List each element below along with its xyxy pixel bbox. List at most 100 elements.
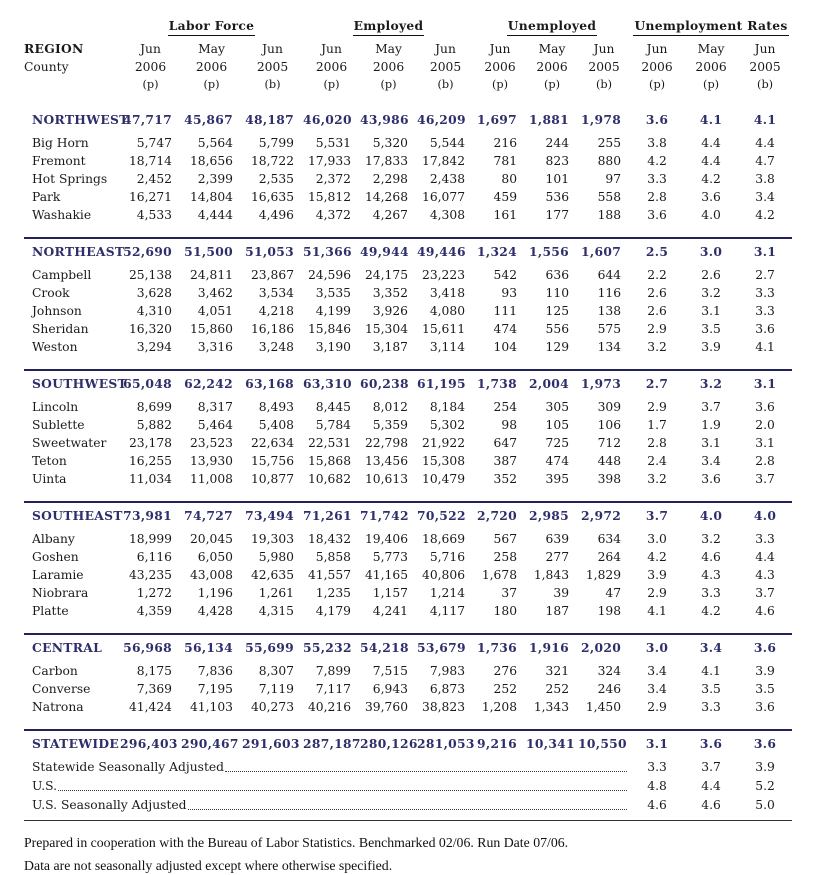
count-cell: 3,248 — [258, 339, 295, 354]
count-cell: 18,722 — [250, 153, 295, 168]
count-cell: 56,134 — [184, 640, 233, 655]
count-cell: 1,324 — [477, 244, 518, 259]
count-cell: 216 — [493, 135, 518, 150]
rate-cell: 2.5 — [645, 244, 669, 259]
county-row: Big Horn 5,747 5,564 5,799 5,531 5,320 5,544 21… — [24, 134, 792, 152]
count-cell: 43,986 — [360, 112, 409, 127]
count-cell: 7,117 — [315, 681, 352, 696]
count-cell: 8,445 — [315, 399, 352, 414]
count-cell: 13,930 — [189, 453, 233, 468]
region-row: NORTHWEST 47,717 45,867 48,187 46,020 43,986 4… — [24, 107, 792, 134]
count-cell: 15,304 — [364, 321, 409, 336]
rate-cell: 3.5 — [755, 681, 775, 696]
count-cell: 254 — [493, 399, 518, 414]
note-row-spacer — [24, 77, 120, 107]
rate-cell: 3.1 — [753, 244, 777, 259]
count-cell: 1,736 — [477, 640, 518, 655]
count-cell: 1,978 — [581, 112, 622, 127]
count-cell: 11,034 — [128, 471, 172, 486]
count-cell: 352 — [493, 471, 518, 486]
group-header-labor-force: Labor Force — [120, 16, 303, 41]
column-month-label: Jun — [321, 42, 342, 56]
county-name: Natrona — [32, 699, 84, 714]
count-cell: 65,048 — [123, 376, 172, 391]
region-name: CENTRAL — [32, 640, 103, 655]
column-year-label: 2006 — [134, 60, 167, 74]
count-cell: 110 — [545, 285, 570, 300]
count-cell: 177 — [545, 207, 570, 222]
column-month-label: Jun — [593, 42, 615, 56]
count-cell: 61,195 — [417, 376, 466, 391]
rate-cell: 2.8 — [647, 435, 667, 450]
count-cell: 291,603 — [242, 736, 300, 751]
count-cell: 16,255 — [128, 453, 172, 468]
count-cell: 5,320 — [372, 135, 409, 150]
section-divider — [24, 716, 793, 731]
county-name: Goshen — [32, 549, 79, 564]
column-note-label: (b) — [264, 78, 281, 91]
rate-cell: 3.2 — [701, 285, 721, 300]
county-row: Campbell 25,138 24,811 23,867 24,596 24,175 23… — [24, 266, 792, 284]
count-cell: 16,186 — [250, 321, 295, 336]
county-name: Converse — [32, 681, 91, 696]
rate-cell: 4.1 — [699, 112, 723, 127]
section-divider — [24, 815, 793, 821]
rate-cell: 4.3 — [701, 567, 721, 582]
count-cell: 15,868 — [307, 453, 352, 468]
leader-label: U.S. Seasonally Adjusted — [32, 798, 187, 812]
county-row: Converse 7,369 7,195 7,119 7,117 6,943 6,873 25… — [24, 680, 792, 698]
count-cell: 639 — [545, 531, 570, 546]
count-cell: 1,196 — [197, 585, 233, 600]
count-cell: 11,008 — [189, 471, 233, 486]
count-cell: 1,697 — [477, 112, 518, 127]
count-cell: 18,669 — [422, 531, 466, 546]
county-name: Hot Springs — [32, 171, 108, 186]
rate-cell: 3.9 — [755, 663, 775, 678]
count-cell: 3,316 — [197, 339, 233, 354]
count-cell: 9,216 — [477, 736, 518, 751]
count-cell: 39 — [553, 585, 570, 600]
rate-cell: 2.9 — [647, 399, 667, 414]
county-row: Fremont 18,714 18,656 18,722 17,933 17,833 17,… — [24, 152, 792, 170]
count-cell: 17,933 — [307, 153, 352, 168]
count-cell: 10,877 — [250, 471, 295, 486]
county-row: Uinta 11,034 11,008 10,877 10,682 10,613 10,47… — [24, 470, 792, 488]
count-cell: 8,699 — [136, 399, 172, 414]
count-cell: 41,424 — [128, 699, 172, 714]
count-cell: 73,494 — [245, 508, 295, 523]
count-cell: 7,515 — [372, 663, 409, 678]
rate-cell: 3.0 — [645, 640, 669, 655]
subhead-note-row: (p) (p) (b) (p) (p) (b) (p) (p) (b) (p) (p) (b) — [24, 77, 792, 107]
count-cell: 1,208 — [481, 699, 518, 714]
county-row: Sweetwater 23,178 23,523 22,634 22,531 22,798… — [24, 434, 792, 452]
rate-cell: 2.7 — [645, 376, 669, 391]
count-cell: 8,307 — [258, 663, 295, 678]
county-name: Carbon — [32, 663, 78, 678]
region-row: SOUTHWEST 65,048 62,242 63,168 63,310 60,238 6… — [24, 371, 792, 398]
section-divider — [24, 488, 793, 503]
rate-cell: 1.7 — [647, 417, 667, 432]
county-row: Sublette 5,882 5,464 5,408 5,784 5,359 5,302 98… — [24, 416, 792, 434]
rate-cell: 3.0 — [647, 531, 667, 546]
count-cell: 60,238 — [360, 376, 409, 391]
count-cell: 7,195 — [197, 681, 233, 696]
count-cell: 15,756 — [250, 453, 295, 468]
count-cell: 80 — [501, 171, 518, 186]
count-cell: 252 — [493, 681, 518, 696]
rate-cell: 3.7 — [701, 760, 721, 774]
count-cell: 15,611 — [422, 321, 466, 336]
column-month-label: Jun — [435, 42, 456, 56]
column-year-label: 2006 — [484, 60, 516, 74]
report-footer: Prepared in cooperation with the Bureau … — [24, 834, 816, 875]
count-cell: 395 — [545, 471, 570, 486]
county-name: Laramie — [32, 567, 84, 582]
leader-row: Statewide Seasonally Adjusted 3.3 3.7 3.9 — [24, 758, 792, 777]
rate-cell: 3.2 — [647, 471, 667, 486]
leader-label-cell: U.S. Seasonally Adjusted — [24, 796, 630, 815]
count-cell: 47,717 — [123, 112, 172, 127]
rate-cell: 4.2 — [647, 153, 667, 168]
leader-label-cell: U.S. — [24, 777, 630, 796]
rate-cell: 3.4 — [647, 681, 667, 696]
count-cell: 2,298 — [372, 171, 409, 186]
count-cell: 106 — [597, 417, 622, 432]
